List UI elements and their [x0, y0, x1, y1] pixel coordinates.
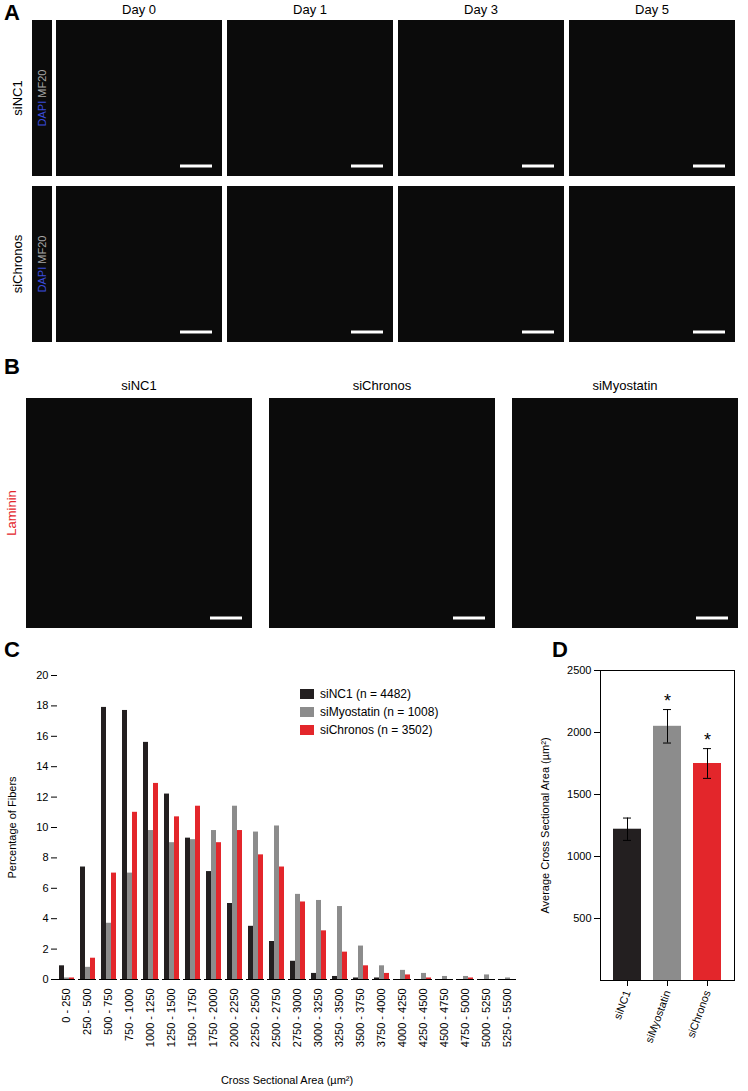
svg-text:12: 12: [36, 791, 48, 803]
svg-text:2500: 2500: [567, 664, 591, 676]
svg-text:siNC1: siNC1: [121, 378, 156, 393]
html-text:siNC1 (n = 4482): siNC1 (n = 4482): [320, 687, 411, 701]
svg-text:0 - 250: 0 - 250: [60, 989, 72, 1023]
svg-text:1750 - 2000: 1750 - 2000: [207, 989, 219, 1048]
svg-text:1500 - 1750: 1500 - 1750: [186, 989, 198, 1048]
svg-text:siChronos: siChronos: [684, 988, 712, 1039]
svg-text:6: 6: [42, 882, 48, 894]
svg-text:siMyostatin: siMyostatin: [643, 989, 673, 1045]
svg-text:Cross Sectional Area (µm²): Cross Sectional Area (µm²): [221, 1074, 353, 1086]
svg-text:0: 0: [42, 973, 48, 985]
svg-text:Average Cross Sectional Area (: Average Cross Sectional Area (µm²): [539, 737, 551, 913]
svg-text:Day 5: Day 5: [635, 2, 669, 17]
svg-text:3250 - 3500: 3250 - 3500: [333, 989, 345, 1048]
svg-text:1000 - 1250: 1000 - 1250: [144, 989, 156, 1048]
svg-text:siNC1: siNC1: [611, 989, 633, 1021]
svg-text:20: 20: [36, 669, 48, 681]
svg-text:8: 8: [42, 851, 48, 863]
svg-text:2000: 2000: [567, 726, 591, 738]
svg-text:B: B: [4, 354, 20, 379]
html-text:C: C: [4, 637, 20, 662]
svg-text:siNC1: siNC1: [10, 80, 25, 115]
svg-text:Percentage of Fibers: Percentage of Fibers: [6, 776, 18, 879]
svg-text:1250 - 1500: 1250 - 1500: [165, 989, 177, 1048]
svg-text:DAPI MF20: DAPI MF20: [36, 70, 48, 127]
svg-text:4500 - 4750: 4500 - 4750: [438, 989, 450, 1048]
svg-text:1500: 1500: [567, 788, 591, 800]
svg-text:2000 - 2250: 2000 - 2250: [228, 989, 240, 1048]
html-text:D: D: [552, 637, 568, 662]
svg-text:5000 - 5250: 5000 - 5250: [480, 989, 492, 1048]
svg-text:siChronos: siChronos: [10, 234, 25, 293]
svg-text:Day 1: Day 1: [293, 2, 327, 17]
svg-text:250 - 500: 250 - 500: [81, 989, 93, 1035]
svg-text:Laminin: Laminin: [4, 490, 19, 536]
svg-text:*: *: [664, 691, 671, 711]
svg-text:A: A: [4, 0, 20, 25]
svg-text:1000: 1000: [567, 850, 591, 862]
svg-text:500: 500: [573, 912, 591, 924]
html-text:siMyostatin (n = 1008): siMyostatin (n = 1008): [320, 705, 439, 719]
svg-text:Day 0: Day 0: [122, 2, 156, 17]
svg-text:750 - 1000: 750 - 1000: [123, 989, 135, 1042]
svg-text:14: 14: [36, 760, 48, 772]
svg-text:4750 - 5000: 4750 - 5000: [459, 989, 471, 1048]
svg-text:4250 - 4500: 4250 - 4500: [417, 989, 429, 1048]
svg-text:500 - 750: 500 - 750: [102, 989, 114, 1035]
svg-text:2500 - 2750: 2500 - 2750: [270, 989, 282, 1048]
svg-text:3750 - 4000: 3750 - 4000: [375, 989, 387, 1048]
svg-text:4000 - 4250: 4000 - 4250: [396, 989, 408, 1048]
svg-text:Day 3: Day 3: [464, 2, 498, 17]
svg-text:5250 - 5500: 5250 - 5500: [501, 989, 513, 1048]
svg-text:2: 2: [42, 943, 48, 955]
svg-text:4: 4: [42, 912, 48, 924]
html-text:siChronos (n = 3502): siChronos (n = 3502): [320, 723, 433, 737]
svg-text:*: *: [704, 730, 711, 750]
svg-text:10: 10: [36, 821, 48, 833]
svg-text:2250 - 2500: 2250 - 2500: [249, 989, 261, 1048]
svg-text:DAPI MF20: DAPI MF20: [36, 236, 48, 293]
svg-text:3500 - 3750: 3500 - 3750: [354, 989, 366, 1048]
svg-text:18: 18: [36, 699, 48, 711]
svg-text:2750 - 3000: 2750 - 3000: [291, 989, 303, 1048]
svg-text:siChronos: siChronos: [353, 378, 412, 393]
svg-text:16: 16: [36, 730, 48, 742]
svg-text:siMyostatin: siMyostatin: [592, 378, 657, 393]
svg-text:3000 - 3250: 3000 - 3250: [312, 989, 324, 1048]
